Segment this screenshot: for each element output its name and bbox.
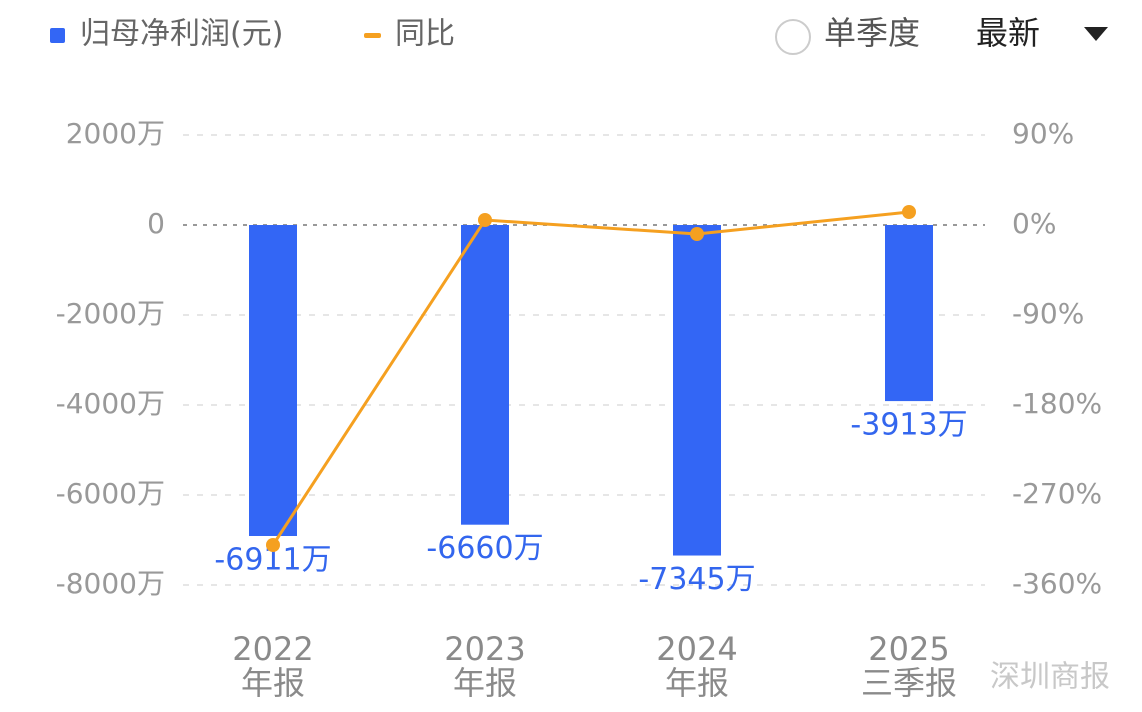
point [478, 213, 492, 227]
legend-label[interactable]: 归母净利润(元) [80, 17, 283, 52]
y-tick-label: -2000万 [56, 297, 165, 330]
point [902, 205, 916, 219]
y2-tick-label: -360% [1012, 567, 1102, 600]
y2-tick-label: -270% [1012, 477, 1102, 510]
x-tick-label: 2023 年报 [444, 630, 526, 702]
y-tick-label: -8000万 [56, 567, 165, 600]
bar [461, 225, 509, 525]
y2-tick-label: 90% [1012, 117, 1074, 150]
y2-tick-label: -90% [1012, 297, 1084, 330]
x-tick-label: 2024 年报 [656, 630, 738, 702]
point [266, 538, 280, 552]
watermark: 深圳商报 [990, 660, 1110, 695]
x-tick-label: 2025 三季报 [860, 630, 957, 702]
y2-tick-label: -180% [1012, 387, 1102, 420]
y-tick-label: -6000万 [56, 477, 165, 510]
line [271, 210, 910, 546]
point [690, 227, 704, 241]
bar [673, 225, 721, 556]
data-label: -7345万 [638, 562, 755, 597]
data-label: -3913万 [850, 408, 967, 443]
legend-swatch [50, 28, 65, 43]
legend-swatch [364, 33, 381, 38]
bar [885, 225, 933, 402]
data-label: -6660万 [426, 531, 543, 566]
bar [249, 225, 297, 536]
y-tick-label: 0 [147, 207, 165, 240]
dropdown-label[interactable]: 最新 [976, 14, 1040, 52]
y-tick-label: -4000万 [56, 387, 165, 420]
radio[interactable] [775, 19, 811, 55]
radio-label[interactable]: 单季度 [824, 14, 920, 52]
dropdown-arrow[interactable] [1084, 27, 1108, 41]
y2-tick-label: 0% [1012, 207, 1056, 240]
x-tick-label: 2022 年报 [232, 630, 314, 702]
legend-label[interactable]: 同比 [395, 17, 455, 52]
y-tick-label: 2000万 [66, 117, 165, 150]
